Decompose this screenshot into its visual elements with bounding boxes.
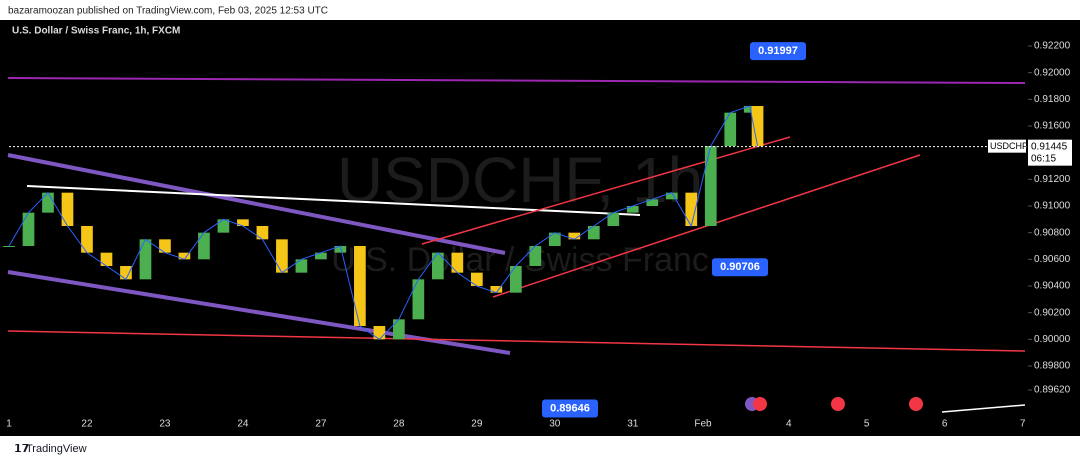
- candle: [685, 192, 698, 226]
- x-tick-label: 27: [315, 419, 327, 430]
- event-icon: [753, 397, 767, 411]
- y-tick-label: 0.90000: [1034, 334, 1071, 345]
- x-tick-label: 22: [81, 419, 93, 430]
- x-tick-label: 29: [471, 419, 483, 430]
- candle: [139, 239, 152, 280]
- candle: [22, 212, 35, 246]
- event-icon: [831, 397, 845, 411]
- event-icon: [909, 397, 923, 411]
- candle: [490, 286, 503, 293]
- candle: [354, 246, 366, 326]
- trendline: [7, 330, 1026, 352]
- candle: [61, 192, 74, 226]
- x-tick-label: 31: [627, 419, 639, 430]
- y-tick-label: 0.92000: [1034, 67, 1071, 78]
- y-tick-label: 0.90200: [1034, 307, 1071, 318]
- y-tick-label: 0.91200: [1034, 174, 1071, 185]
- trendline: [941, 404, 1026, 413]
- price-callout: [750, 42, 806, 61]
- x-tick-label: Feb: [694, 419, 712, 430]
- trendline: [7, 77, 1026, 84]
- x-tick-label: 28: [393, 419, 405, 430]
- chart-area: [0, 20, 1080, 436]
- candle: [81, 226, 93, 253]
- candle: [237, 219, 249, 226]
- candle: [178, 252, 191, 260]
- y-tick-label: 0.90600: [1034, 254, 1071, 265]
- candle: [509, 266, 522, 293]
- candle: [217, 219, 230, 233]
- candle: [432, 252, 444, 280]
- y-tick-label: 0.90800: [1034, 227, 1071, 238]
- y-tick-label: 0.92200: [1034, 41, 1071, 52]
- candle: [451, 252, 464, 273]
- candle: [100, 252, 113, 266]
- x-tick-label: 23: [159, 419, 171, 430]
- candle: [646, 199, 659, 206]
- event-icons: [745, 397, 923, 411]
- x-tick-label: 24: [237, 419, 249, 430]
- candle: [548, 232, 561, 246]
- brand-logo: 𝟭𝟳: [14, 443, 29, 455]
- price-callout: [712, 258, 768, 277]
- candle: [587, 226, 600, 240]
- x-tick-label: 7: [1020, 419, 1026, 430]
- chart-title: U.S. Dollar / Swiss Franc, 1h, FXCM: [12, 26, 180, 37]
- candle: [724, 112, 737, 146]
- candle: [3, 246, 15, 247]
- candle: [315, 252, 327, 260]
- price-callout-label: 0.91997: [758, 45, 798, 57]
- countdown: 06:15: [1031, 153, 1056, 164]
- candle: [751, 106, 764, 146]
- price-tag: [1028, 139, 1072, 166]
- brand: TradingView: [26, 443, 87, 455]
- candle: [470, 272, 483, 286]
- candle: [42, 192, 54, 213]
- symbol-tag: [988, 139, 1026, 153]
- candle: [704, 146, 717, 226]
- close-line: [8, 105, 759, 340]
- trendline: [7, 153, 506, 255]
- y-tick-label: 0.90400: [1034, 281, 1071, 292]
- y-tick-label: 0.91600: [1034, 121, 1071, 132]
- candle: [743, 106, 756, 113]
- candle: [665, 192, 678, 200]
- symbol-label: USDCHF: [990, 141, 1028, 151]
- price-axis: [1028, 20, 1080, 436]
- trendline: [421, 136, 791, 245]
- y-tick-label: 0.91800: [1034, 94, 1071, 105]
- x-tick-label: 6: [942, 419, 948, 430]
- x-tick-label: 4: [786, 419, 792, 430]
- candle: [159, 239, 171, 253]
- y-tick-label: 0.89800: [1034, 361, 1071, 372]
- candle: [412, 279, 425, 320]
- candle: [626, 206, 639, 213]
- candle: [256, 226, 269, 240]
- y-tick-label: 0.91000: [1034, 201, 1071, 212]
- y-tick-label: 0.89620: [1034, 385, 1071, 396]
- candle: [393, 319, 405, 340]
- x-tick-label: 30: [549, 419, 561, 430]
- candle: [529, 246, 542, 266]
- candle: [120, 266, 132, 280]
- header: bazaramoozan published on TradingView.co…: [8, 6, 328, 17]
- candle: [198, 232, 210, 260]
- candle: [334, 246, 347, 253]
- candle: [607, 212, 620, 226]
- x-tick-label: 1: [6, 419, 12, 430]
- candle: [373, 326, 386, 340]
- candle: [276, 239, 288, 273]
- price-callout-label: 0.90706: [720, 261, 760, 273]
- x-tick-label: 5: [864, 419, 870, 430]
- price-callout: [542, 399, 598, 418]
- price-callout-label: 0.89646: [550, 402, 590, 414]
- price-label: 0.91445: [1031, 141, 1068, 152]
- candle: [295, 259, 308, 273]
- candle: [568, 232, 581, 240]
